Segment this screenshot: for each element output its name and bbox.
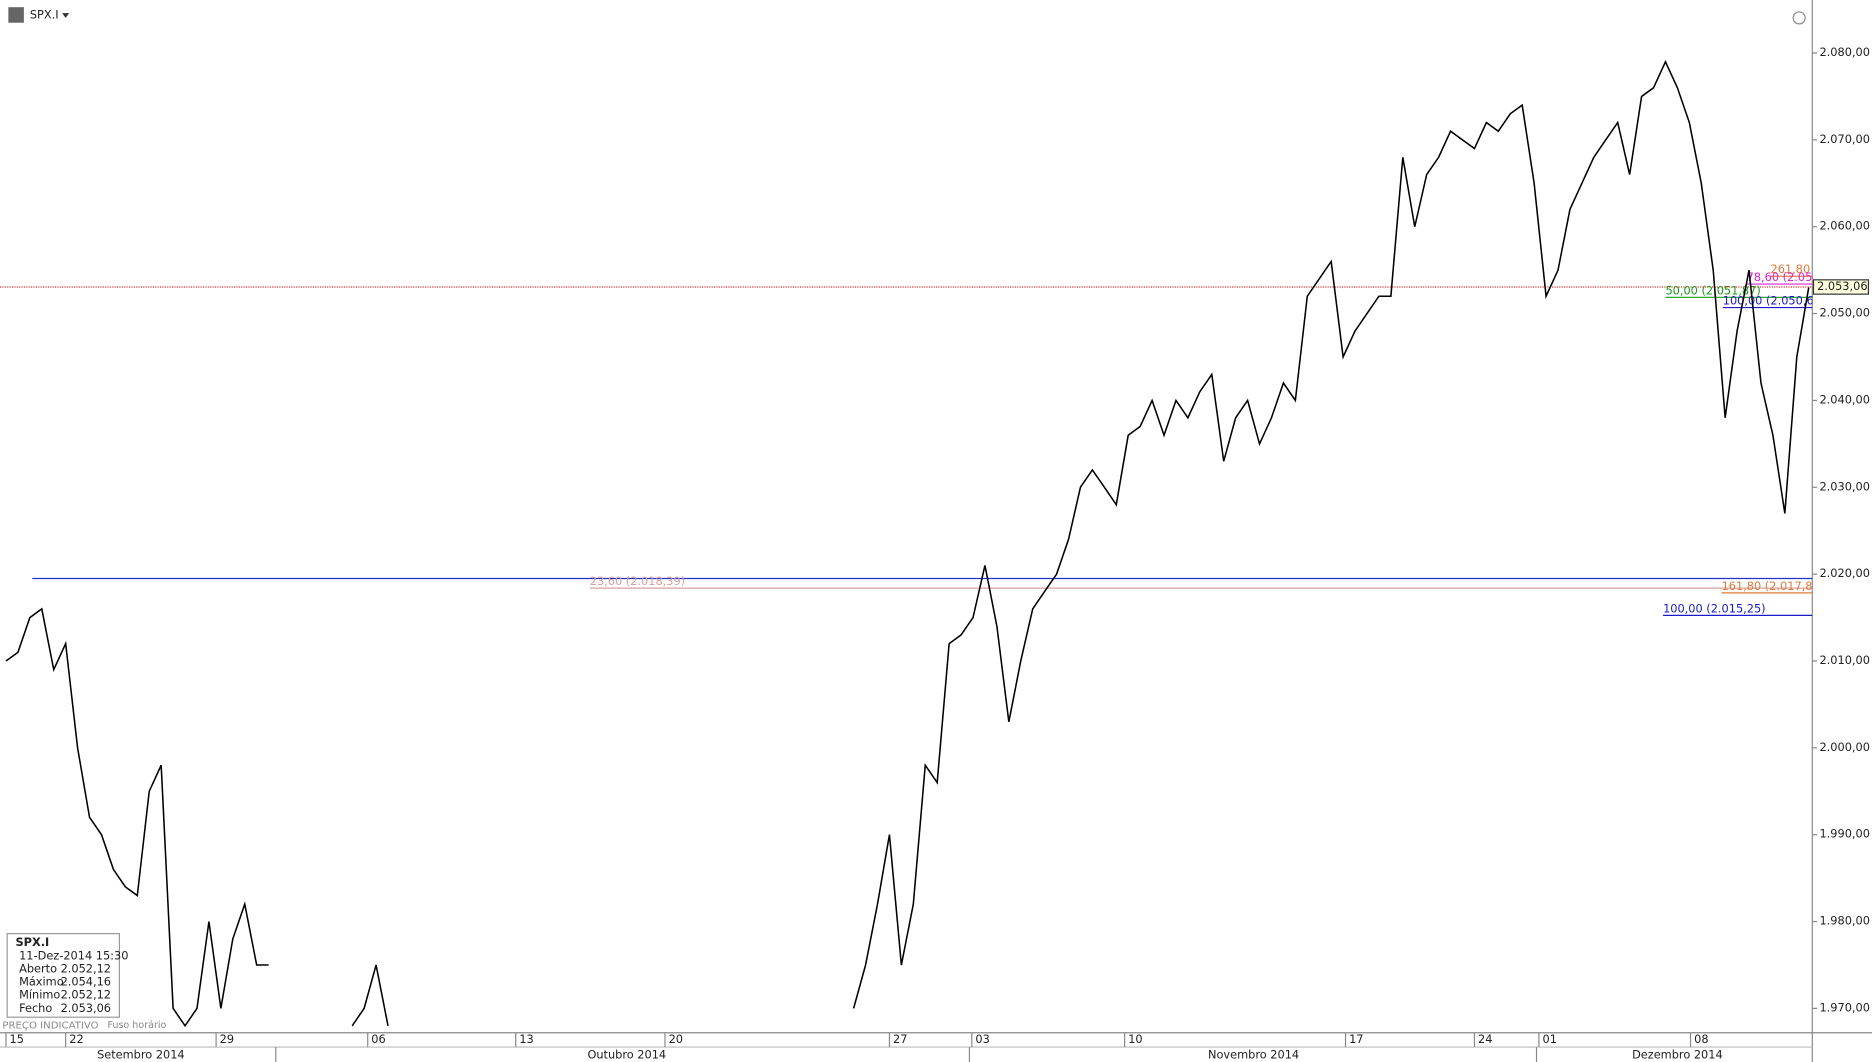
- info-field: Aberto: [19, 961, 57, 975]
- info-field: Mínimo: [19, 988, 60, 1002]
- info-field: Máximo: [19, 975, 64, 989]
- x-tick-label: 08: [1694, 1032, 1708, 1046]
- last-price-box: [1812, 279, 1870, 295]
- x-tick-label: 27: [893, 1032, 907, 1046]
- x-tick-label: 29: [220, 1032, 234, 1046]
- y-tick-label: 2.080,00: [1819, 45, 1869, 59]
- info-value: 2.052,12: [61, 961, 111, 975]
- month-label: Outubro 2014: [587, 1047, 666, 1061]
- info-field: Fecho: [19, 1001, 52, 1015]
- info-symbol: SPX.I: [16, 935, 50, 949]
- month-label: Dezembro 2014: [1632, 1047, 1723, 1061]
- month-label: Novembro 2014: [1208, 1047, 1299, 1061]
- y-tick-label: 1.970,00: [1819, 1000, 1869, 1014]
- footer-note: PREÇO INDICATIVO: [2, 1021, 98, 1032]
- y-tick-label: 2.000,00: [1819, 740, 1869, 754]
- info-value: 2.054,16: [61, 975, 111, 989]
- x-tick-label: 17: [1349, 1032, 1363, 1046]
- x-tick-label: 10: [1128, 1032, 1142, 1046]
- last-price-label: 2.053,06: [1817, 279, 1867, 293]
- info-value: 2.052,12: [61, 988, 111, 1002]
- symbol[interactable]: SPX.I: [30, 8, 59, 22]
- y-tick-label: 2.040,00: [1819, 392, 1869, 406]
- y-tick-label: 1.990,00: [1819, 827, 1869, 841]
- x-tick-label: 24: [1478, 1032, 1492, 1046]
- x-tick-label: 01: [1542, 1032, 1556, 1046]
- fib-label: 100,00 (2.050,69): [1723, 294, 1826, 308]
- footer-timezone: Fuso horário: [107, 1020, 166, 1031]
- y-tick-label: 2.060,00: [1819, 219, 1869, 233]
- y-tick-label: 1.980,00: [1819, 914, 1869, 928]
- fib-label: 261,80 (: [1771, 262, 1819, 276]
- axes: 1.970,00 1.980,00 1.990,00 2.000,00 2.010,00…: [5, 45, 1870, 1062]
- price-line: [5, 59, 1810, 1028]
- y-tick-label: 2.030,00: [1819, 479, 1869, 493]
- x-tick-label: 13: [519, 1032, 533, 1046]
- y-tick-label: 2.020,00: [1819, 566, 1869, 580]
- fib-label: 161,80 (2.017,84): [1722, 579, 1825, 593]
- fib-label: 50,00 (2.051,87): [1665, 283, 1760, 297]
- info-datetime: 11-Dez-2014 15:30: [19, 948, 128, 962]
- x-tick-label: 15: [10, 1032, 24, 1046]
- dropdown-arrow[interactable]: [62, 13, 70, 18]
- info-box: SPX.I 11-Dez-2014 15:30 Aberto 2.052,12Má…: [6, 933, 128, 1018]
- fib-label: 78,60 (2.052: [1747, 270, 1820, 284]
- info-value: 2.053,06: [61, 1001, 111, 1015]
- x-tick-label: 03: [975, 1032, 989, 1046]
- x-tick-label: 22: [69, 1032, 83, 1046]
- fib-label: 23,60 (2.018,39): [590, 574, 685, 588]
- x-tick-label: 06: [371, 1032, 385, 1046]
- y-tick-label: 2.010,00: [1819, 653, 1869, 667]
- y-tick-label: 2.070,00: [1819, 132, 1869, 146]
- month-label: Setembro 2014: [97, 1047, 185, 1061]
- symbol-icon[interactable]: [8, 7, 24, 23]
- x-tick-label: 20: [669, 1032, 683, 1046]
- clock-icon[interactable]: [1792, 11, 1806, 25]
- y-tick-label: 2.050,00: [1819, 306, 1869, 320]
- plot: 23,60 (2.018,39) 161,80 (2.017,84) 100,00 …: [0, 59, 1826, 1028]
- fib-label: 100,00 (2.015,25): [1663, 601, 1766, 615]
